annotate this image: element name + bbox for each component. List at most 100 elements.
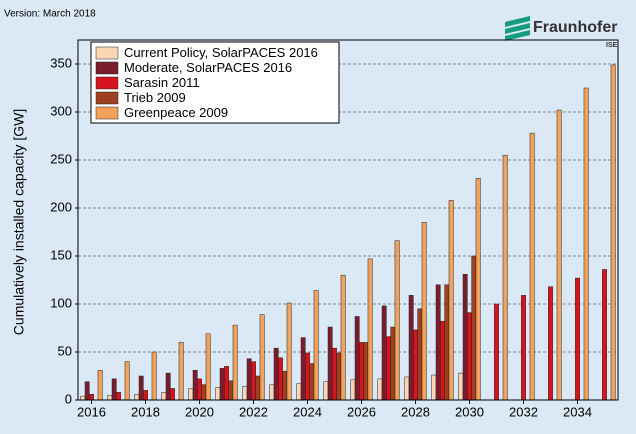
bar (381, 305, 387, 401)
legend-swatch (95, 46, 119, 60)
x-tick-label: 2016 (77, 404, 106, 419)
bar (151, 351, 157, 401)
bar (197, 378, 202, 401)
x-tick-label: 2030 (455, 404, 484, 419)
bar (363, 342, 369, 401)
x-tick-label: 2024 (293, 404, 322, 419)
bar (575, 277, 580, 401)
legend-swatch (95, 106, 119, 120)
bar (178, 342, 184, 401)
bar (548, 286, 553, 401)
bar (273, 347, 279, 401)
bar (475, 177, 481, 401)
bar (116, 392, 121, 401)
legend-swatch (95, 91, 119, 105)
bar (390, 326, 396, 401)
y-tick-label: 50 (58, 343, 72, 358)
bar (529, 132, 535, 401)
bar (350, 379, 356, 401)
y-tick-label: 150 (50, 247, 72, 262)
legend-label: Moderate, SolarPACES 2016 (124, 60, 292, 75)
y-axis-label: Cumulatively installed capacity [GW] (11, 109, 27, 335)
bar (161, 392, 167, 401)
bar (309, 363, 315, 401)
bar (246, 358, 252, 401)
bar (170, 388, 175, 401)
legend-label: Sarasin 2011 (124, 75, 200, 90)
bar (278, 357, 283, 401)
bar (143, 390, 148, 401)
bar (431, 374, 437, 401)
legend-swatch (95, 76, 119, 90)
bar (165, 372, 171, 401)
legend-label: Trieb 2009 (124, 90, 186, 105)
bar (440, 321, 445, 401)
bar (134, 393, 140, 401)
bar (336, 352, 342, 401)
bar (354, 316, 360, 401)
bar (192, 369, 198, 401)
bar (471, 255, 477, 401)
legend-box (90, 41, 340, 124)
logo-icon (505, 16, 530, 41)
bar (124, 361, 130, 401)
bar (421, 222, 427, 401)
bar (89, 393, 94, 401)
bar (219, 368, 225, 401)
bar (408, 295, 414, 401)
bar (417, 308, 423, 401)
bar (107, 394, 113, 401)
bar (340, 274, 346, 401)
bar (386, 336, 391, 401)
logo-sub: ISE (606, 42, 618, 49)
y-tick-label: 250 (50, 151, 72, 166)
bar (583, 87, 589, 401)
bar (359, 342, 364, 401)
bar (255, 375, 261, 401)
bar (556, 109, 562, 401)
x-tick-label: 2026 (347, 404, 376, 419)
bar (232, 324, 238, 401)
x-tick-label: 2034 (563, 404, 592, 419)
y-tick-label: 200 (50, 199, 72, 214)
bar (462, 273, 468, 401)
bar (610, 64, 616, 401)
bar (435, 284, 441, 401)
bar (111, 378, 117, 401)
bar (215, 387, 221, 401)
legend-swatch (95, 61, 119, 75)
bar (502, 154, 508, 401)
bar (332, 347, 337, 401)
bar (269, 384, 275, 401)
bar (394, 240, 400, 401)
bar (251, 361, 256, 401)
bar (300, 337, 306, 401)
bar (602, 269, 607, 401)
bar (458, 372, 464, 401)
version: Version: March 2018 (4, 9, 96, 20)
x-tick-label: 2032 (509, 404, 538, 419)
legend-label: Current Policy, SolarPACES 2016 (124, 45, 318, 60)
bar (242, 386, 248, 401)
legend-label: Greenpeace 2009 (124, 105, 228, 120)
bar (97, 369, 103, 401)
bar (188, 388, 194, 401)
x-tick-label: 2028 (401, 404, 430, 419)
bar (228, 380, 234, 401)
bar (259, 314, 265, 401)
y-tick-label: 300 (50, 103, 72, 118)
bar (80, 395, 86, 401)
bar (323, 381, 329, 401)
bar (404, 376, 410, 401)
bar (521, 295, 526, 401)
x-tick-label: 2022 (239, 404, 268, 419)
bar (467, 312, 472, 401)
plot-frame (77, 39, 619, 401)
bar (327, 326, 333, 401)
y-tick-label: 350 (50, 55, 72, 70)
bar (286, 302, 292, 401)
bar (305, 352, 310, 401)
x-tick-label: 2020 (185, 404, 214, 419)
bar (282, 370, 288, 401)
